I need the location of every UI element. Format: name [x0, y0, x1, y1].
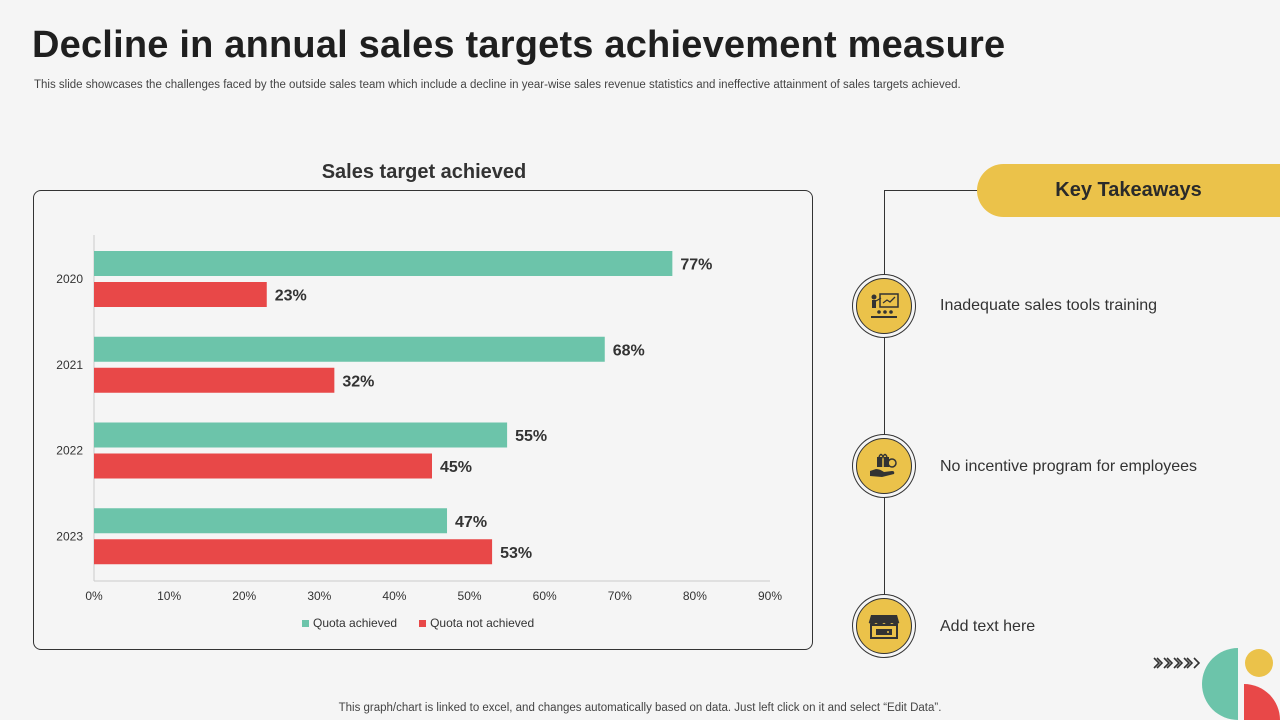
legend-swatch-quota-not-achieved — [419, 619, 427, 627]
chart-legend: Quota achieved Quota not achieved — [302, 616, 534, 630]
page-title: Decline in annual sales targets achievem… — [32, 24, 1006, 66]
bar-quota-achieved — [94, 336, 605, 362]
takeaway-text: Inadequate sales tools training — [940, 297, 1158, 314]
shapes-decoration-icon — [1202, 648, 1280, 720]
takeaways-timeline — [884, 190, 885, 630]
x-tick-label: 40% — [382, 589, 406, 603]
bar-chart: 0% 10% 20% 30% 40% 50% 60% 70% 80% 90% 2020 77% 23% 2… — [56, 235, 782, 603]
x-tick-label: 20% — [232, 589, 256, 603]
data-label: 53% — [500, 545, 532, 562]
x-tick-label: 50% — [458, 589, 482, 603]
chart-title: Sales target achieved — [321, 161, 527, 183]
bar-quota-not-achieved — [94, 282, 267, 307]
footer-note: This graph/chart is linked to excel, and… — [338, 702, 942, 714]
data-label: 45% — [440, 459, 472, 476]
takeaways-connector — [884, 190, 979, 191]
takeaway-text: Add text here — [940, 618, 1036, 635]
bar-quota-not-achieved — [94, 453, 432, 479]
y-tick-label: 2021 — [56, 358, 83, 372]
bar-quota-not-achieved — [94, 367, 335, 393]
x-tick-label: 0% — [85, 589, 103, 603]
bar-quota-achieved — [94, 251, 673, 276]
legend-label: Quota achieved — [313, 616, 398, 630]
storefront-icon — [856, 598, 912, 654]
x-tick-label: 90% — [758, 589, 782, 603]
data-label: 68% — [613, 342, 645, 359]
x-tick-label: 70% — [608, 589, 632, 603]
data-label: 55% — [515, 428, 547, 445]
takeaways-header: Key Takeaways — [977, 164, 1280, 217]
takeaway-text: No incentive program for employees — [940, 458, 1198, 475]
bar-quota-achieved — [94, 422, 508, 448]
legend-item-quota-achieved: Quota achieved — [302, 616, 397, 630]
legend-item-quota-not-achieved: Quota not achieved — [419, 616, 534, 630]
y-tick-label: 2022 — [56, 444, 83, 458]
bar-quota-achieved — [94, 508, 448, 534]
x-tick-label: 10% — [157, 589, 181, 603]
x-tick-label: 60% — [533, 589, 557, 603]
y-tick-label: 2023 — [56, 529, 83, 543]
legend-swatch-quota-achieved — [302, 619, 309, 627]
chevrons-decoration-icon — [1153, 657, 1200, 669]
legend-label: Quota not achieved — [430, 616, 535, 630]
data-label: 32% — [342, 373, 374, 390]
presentation-icon — [856, 278, 912, 334]
page-subtitle: This slide showcases the challenges face… — [34, 79, 961, 91]
gift-hand-icon — [856, 438, 912, 494]
x-tick-label: 30% — [307, 589, 331, 603]
x-tick-label: 80% — [683, 589, 707, 603]
y-tick-label: 2020 — [56, 272, 83, 286]
data-label: 23% — [275, 288, 307, 305]
bar-quota-not-achieved — [94, 539, 493, 565]
data-label: 47% — [455, 514, 487, 531]
data-label: 77% — [680, 257, 712, 274]
